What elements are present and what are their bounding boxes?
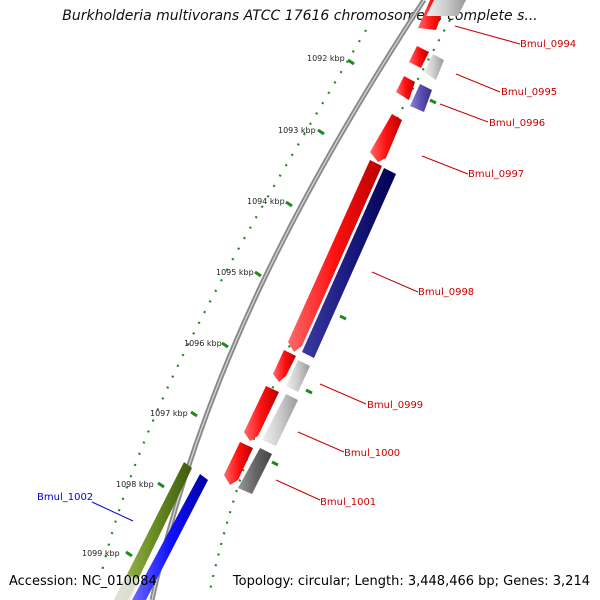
gene-block-grey[interactable]	[286, 360, 310, 392]
gene-label[interactable]: Bmul_1002	[37, 492, 93, 503]
kbp-label: 1094 kbp	[247, 197, 285, 206]
gene-block-white[interactable]	[114, 574, 140, 600]
gene-block-grey[interactable]	[424, 54, 444, 80]
gene-label[interactable]: Bmul_0999	[367, 400, 423, 411]
grey-genes	[238, 0, 466, 494]
gene-arrow-navy[interactable]	[302, 168, 396, 358]
gene-label[interactable]: Bmul_1000	[344, 448, 400, 459]
kbp-label: 1099 kbp	[82, 549, 120, 558]
gene-label[interactable]: Bmul_0998	[418, 287, 474, 298]
gene-label[interactable]: Bmul_0996	[489, 118, 545, 129]
gene-arrow-bmul-0995[interactable]	[409, 46, 429, 68]
gene-arrow-blue[interactable]	[132, 474, 208, 600]
gene-label[interactable]: Bmul_0994	[520, 39, 576, 50]
kbp-label: 1097 kbp	[150, 409, 188, 418]
kbp-label: 1095 kbp	[216, 268, 254, 277]
gene-arrow-bmul-1002[interactable]	[114, 462, 192, 600]
gene-label[interactable]: Bmul_0995	[501, 87, 557, 98]
gene-labels: Bmul_0994 Bmul_0995 Bmul_0996 Bmul_0997 …	[37, 39, 576, 508]
leader-lines	[91, 25, 521, 522]
kbp-label: 1098 kbp	[116, 480, 154, 489]
gene-block-purple[interactable]	[410, 84, 432, 112]
major-ticks	[125, 58, 437, 558]
gene-arrow-bmul-0998[interactable]	[288, 160, 382, 352]
kbp-label: 1096 kbp	[184, 339, 222, 348]
accession-label: Accession: NC_010084	[9, 574, 157, 589]
kbp-label: 1093 kbp	[278, 126, 316, 135]
gene-arrow-bmul-1001[interactable]	[224, 442, 253, 485]
gene-block-grey[interactable]	[262, 394, 298, 446]
topology-info: Topology: circular; Length: 3,448,466 bp…	[232, 574, 590, 589]
kbp-labels: 1092 kbp 1093 kbp 1094 kbp 1095 kbp 1096…	[82, 54, 345, 558]
kbp-label: 1092 kbp	[307, 54, 345, 63]
gene-label[interactable]: Bmul_0997	[468, 169, 524, 180]
gene-label[interactable]: Bmul_1001	[320, 497, 376, 508]
forward-genes	[224, 0, 447, 485]
gene-block-grey[interactable]	[426, 0, 466, 16]
backbone-outer	[149, 0, 427, 600]
gene-arrow-bmul-0999[interactable]	[273, 350, 296, 382]
gene-arrow-bmul-1000[interactable]	[244, 386, 279, 441]
gene-arrow-bmul-0996[interactable]	[396, 76, 415, 100]
gene-arrow-bmul-0997[interactable]	[370, 114, 402, 162]
backbone-inner	[151, 0, 425, 600]
gene-block-dark-grey[interactable]	[238, 448, 272, 494]
reverse-genes	[114, 462, 208, 600]
